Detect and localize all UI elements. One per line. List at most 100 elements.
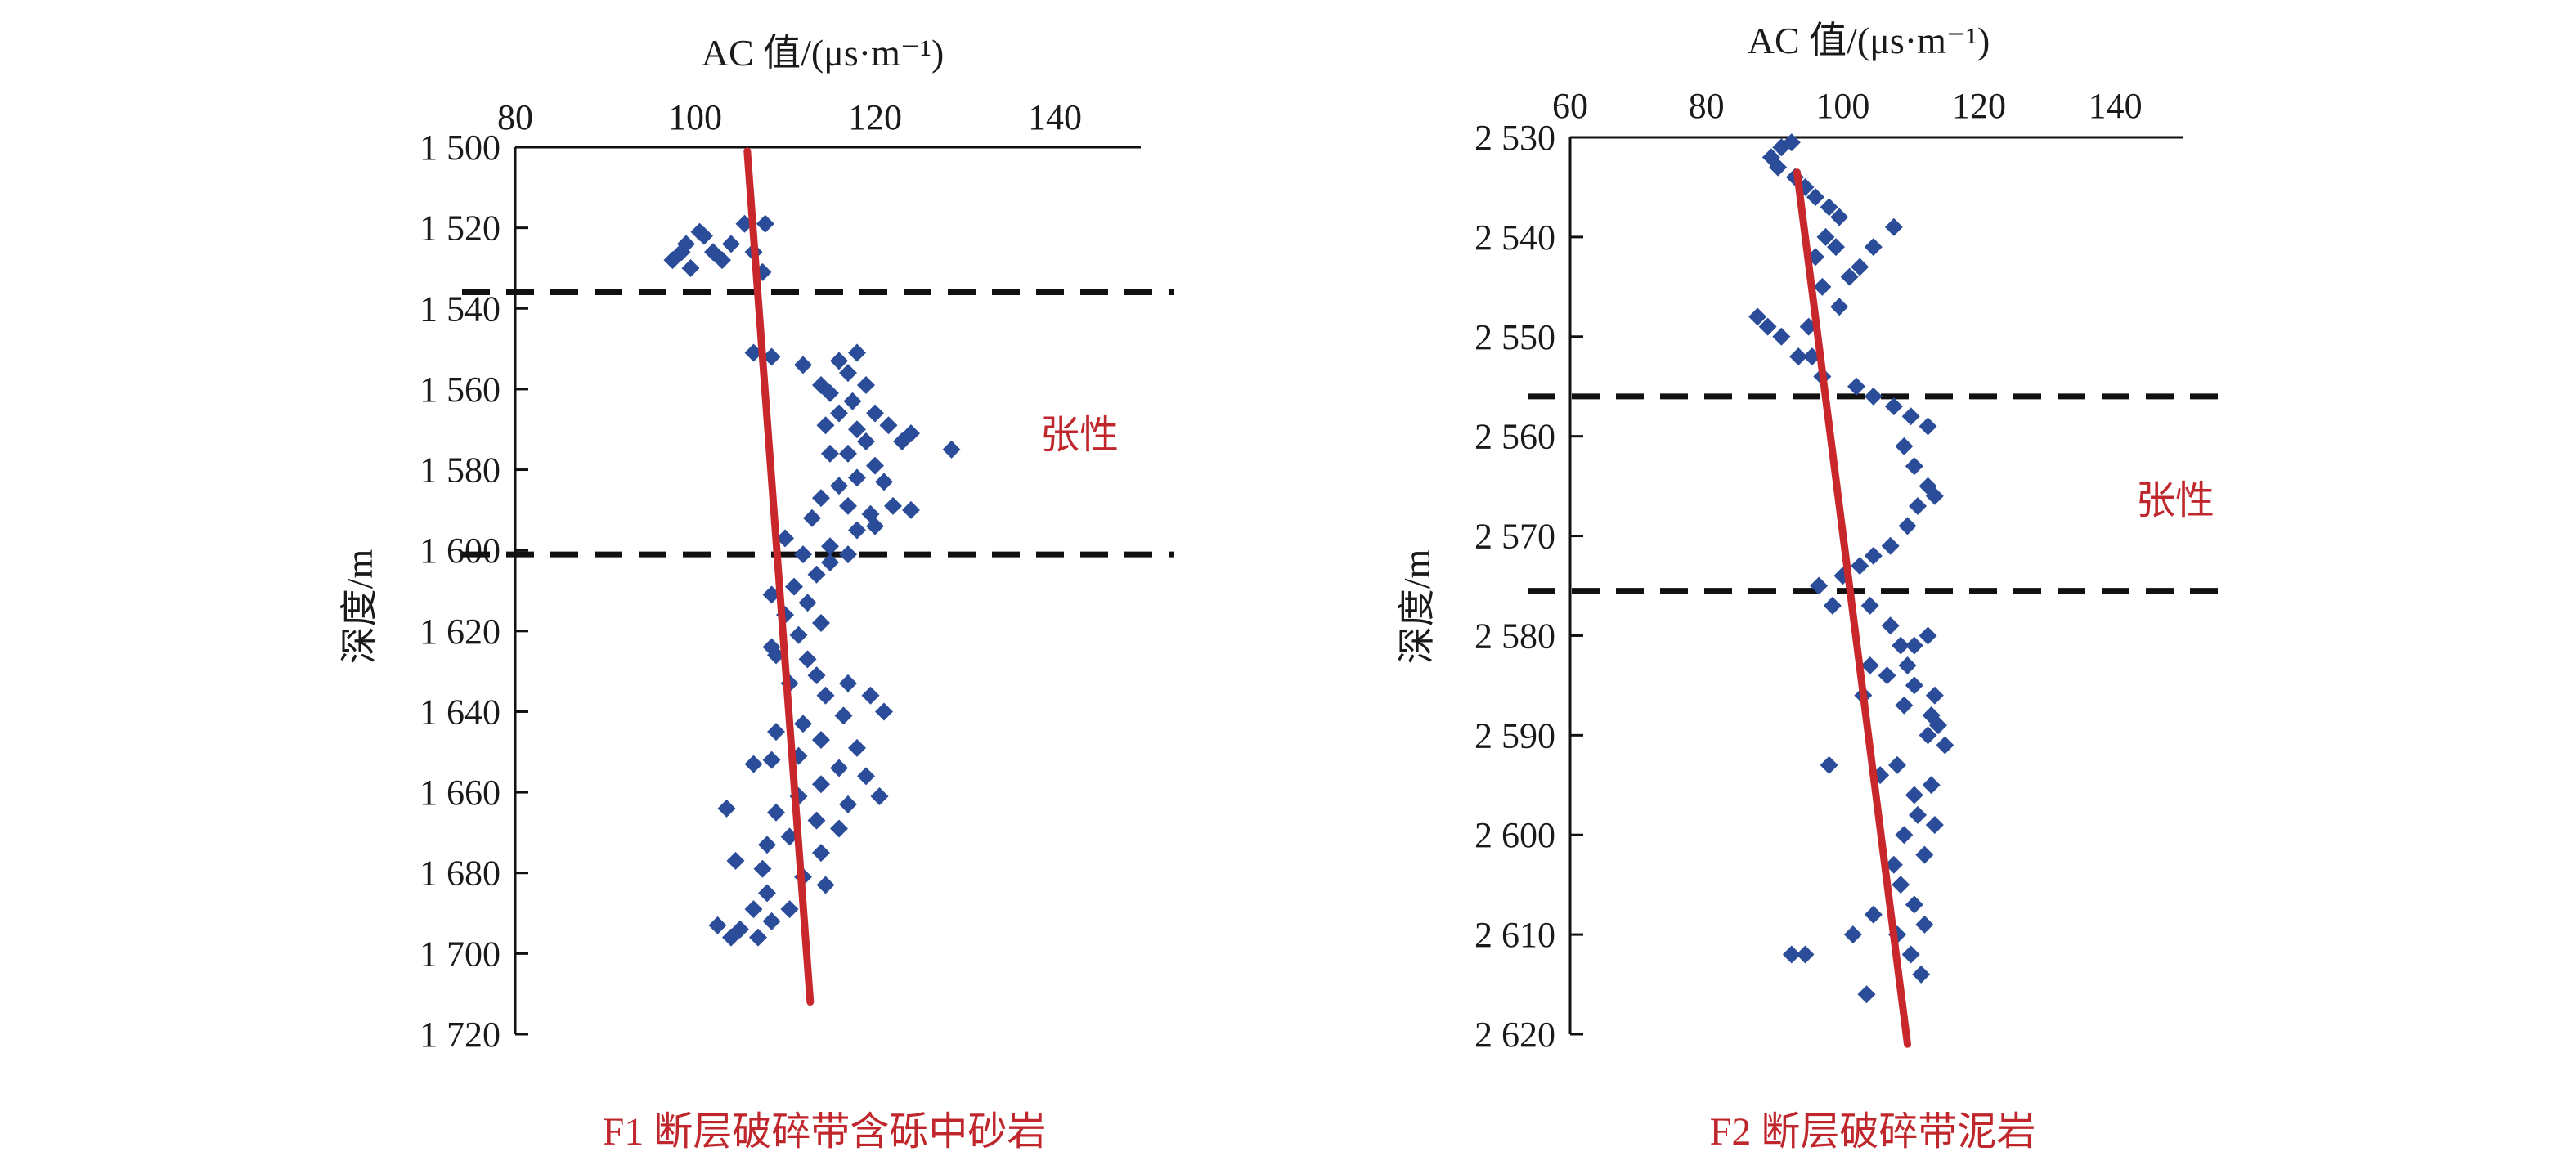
data-point bbox=[1830, 208, 1849, 226]
data-point bbox=[1892, 876, 1910, 894]
data-point bbox=[1892, 636, 1910, 655]
data-point bbox=[1864, 238, 1883, 257]
x-axis-title: AC 值/(μs·m⁻¹) bbox=[702, 32, 945, 74]
y-tick-label: 1 560 bbox=[420, 370, 500, 410]
data-point bbox=[1782, 133, 1801, 152]
data-point bbox=[794, 715, 812, 733]
data-point bbox=[749, 928, 767, 947]
data-point bbox=[1810, 576, 1829, 595]
data-point bbox=[839, 496, 857, 515]
x-axis-title: AC 值/(μs·m⁻¹) bbox=[1748, 20, 1990, 61]
boundary-lines bbox=[1528, 393, 2234, 594]
y-tick-label: 2 560 bbox=[1474, 417, 1555, 457]
data-point bbox=[807, 811, 826, 830]
data-point bbox=[1901, 407, 1920, 426]
x-tick-label: 100 bbox=[668, 97, 722, 137]
data-point bbox=[848, 343, 866, 362]
y-tick-label: 2 540 bbox=[1474, 217, 1555, 258]
data-point bbox=[1827, 238, 1845, 257]
data-point bbox=[875, 702, 893, 721]
data-point bbox=[866, 456, 884, 475]
data-point bbox=[821, 537, 839, 556]
x-tick-label: 60 bbox=[1552, 86, 1588, 126]
data-point bbox=[758, 884, 776, 903]
data-point bbox=[1860, 656, 1879, 675]
data-point bbox=[857, 767, 875, 786]
data-point bbox=[776, 529, 794, 548]
data-point bbox=[1905, 676, 1923, 695]
x-tick-label: 120 bbox=[1952, 86, 2006, 126]
y-tick-label: 2 570 bbox=[1474, 517, 1555, 557]
data-point bbox=[830, 759, 848, 777]
x-tick-label: 80 bbox=[1689, 86, 1725, 126]
data-point bbox=[672, 243, 691, 262]
y-tick-label: 1 680 bbox=[420, 854, 500, 894]
data-point bbox=[744, 343, 763, 362]
data-point bbox=[834, 706, 853, 725]
data-point bbox=[857, 432, 875, 451]
data-point bbox=[1919, 626, 1937, 645]
data-point bbox=[875, 473, 893, 491]
y-tick-label: 2 590 bbox=[1474, 715, 1555, 755]
data-point bbox=[830, 477, 848, 495]
data-point bbox=[1915, 915, 1934, 934]
data-point bbox=[1878, 666, 1896, 685]
data-point bbox=[816, 876, 835, 894]
data-point bbox=[1905, 786, 1923, 804]
y-tick-label: 1 720 bbox=[420, 1015, 500, 1055]
y-tick-label: 2 610 bbox=[1474, 915, 1555, 955]
panel-caption: F2 断层破碎带泥岩 bbox=[1710, 1110, 2036, 1154]
data-point bbox=[870, 787, 889, 806]
data-point bbox=[1888, 755, 1906, 774]
data-point bbox=[821, 553, 839, 571]
data-point bbox=[744, 900, 763, 919]
data-point bbox=[1881, 536, 1900, 555]
data-point bbox=[1909, 805, 1927, 824]
data-point bbox=[1840, 267, 1859, 286]
data-point bbox=[839, 545, 857, 564]
data-point bbox=[744, 755, 763, 773]
zone-label: 张性 bbox=[2136, 479, 2215, 522]
y-tick-label: 1 640 bbox=[420, 692, 500, 732]
data-point bbox=[722, 928, 740, 947]
data-point bbox=[1898, 517, 1917, 535]
data-point bbox=[1925, 686, 1944, 705]
data-point bbox=[762, 585, 781, 604]
data-point bbox=[798, 650, 817, 669]
data-point bbox=[1843, 925, 1862, 944]
data-point bbox=[902, 500, 920, 519]
data-point bbox=[839, 795, 857, 813]
data-point bbox=[794, 356, 812, 374]
data-point bbox=[1864, 387, 1883, 406]
data-point bbox=[857, 375, 875, 394]
data-point bbox=[780, 900, 799, 919]
trend-line bbox=[1793, 168, 1911, 1048]
data-point bbox=[1813, 277, 1832, 296]
data-point bbox=[753, 859, 772, 878]
data-point bbox=[866, 404, 884, 423]
data-points bbox=[1748, 133, 1954, 1004]
data-point bbox=[1919, 417, 1937, 436]
data-point bbox=[807, 666, 826, 685]
x-tick-label: 140 bbox=[2089, 86, 2143, 126]
data-point bbox=[1823, 596, 1842, 615]
chart-f1: AC 值/(μs·m⁻¹) 深度/m 80 100 120 140 1 500 1 52… bbox=[339, 32, 1174, 1154]
boundary-lines bbox=[462, 289, 1174, 558]
data-point bbox=[1851, 258, 1869, 276]
x-tick-label: 80 bbox=[497, 97, 533, 137]
data-point bbox=[821, 444, 839, 463]
data-point bbox=[708, 916, 727, 934]
data-point bbox=[722, 235, 740, 253]
data-point bbox=[767, 723, 785, 742]
data-point bbox=[762, 912, 781, 930]
data-point bbox=[848, 468, 866, 487]
y-tick-label: 2 550 bbox=[1474, 317, 1555, 357]
data-point bbox=[839, 364, 857, 383]
data-point bbox=[812, 730, 830, 749]
data-point bbox=[902, 424, 920, 443]
data-point bbox=[1860, 596, 1879, 615]
y-tick-label: 2 620 bbox=[1474, 1015, 1555, 1055]
y-tick-label: 1 700 bbox=[420, 934, 500, 974]
data-point bbox=[816, 686, 835, 705]
